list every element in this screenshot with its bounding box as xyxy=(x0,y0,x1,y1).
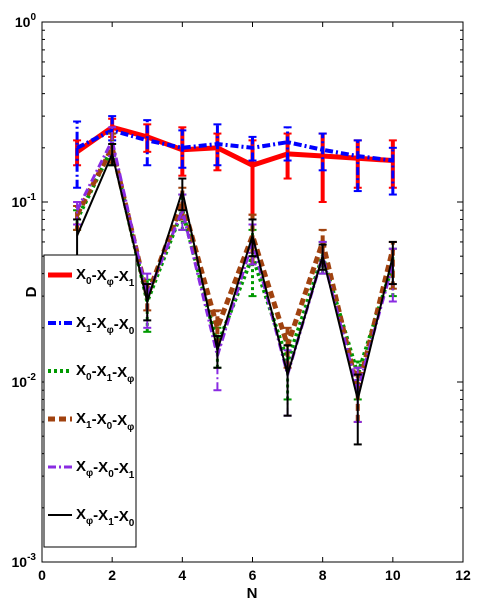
legend: X0-Xφ-X1X1-Xφ-X0X0-X1-XφX1-X0-XφXφ-X0-X1… xyxy=(43,254,137,548)
series-line xyxy=(75,124,393,168)
legend-sub: φ xyxy=(86,516,93,527)
legend-entry: X1-Xφ-X0 xyxy=(76,314,135,337)
y-tick-label: 10-2 xyxy=(12,372,37,390)
x-tick-label: 8 xyxy=(319,567,327,583)
legend-dash: - xyxy=(114,460,119,477)
legend-sub: φ xyxy=(107,277,114,288)
legend-sub: 0 xyxy=(108,469,114,480)
y-tick-label: 10-1 xyxy=(12,192,37,210)
legend-dash: - xyxy=(92,363,97,380)
y-tick-exp: -2 xyxy=(27,372,36,383)
legend-dash: - xyxy=(93,459,98,476)
legend-base: X xyxy=(76,362,86,379)
legend-dash: - xyxy=(92,315,97,332)
legend-base: X xyxy=(117,364,127,381)
series-line xyxy=(75,138,395,392)
legend-sub: 1 xyxy=(129,470,135,481)
legend-dash: - xyxy=(114,268,119,285)
legend-base: X xyxy=(76,266,86,283)
legend-sub: 0 xyxy=(129,326,135,337)
y-axis-label: D xyxy=(23,286,40,297)
series-layer xyxy=(73,115,397,446)
x-tick-label: 12 xyxy=(455,567,471,583)
x-tick-label: 10 xyxy=(385,567,401,583)
y-tick-base: 10 xyxy=(12,374,28,390)
x-tick-label: 0 xyxy=(38,567,46,583)
legend-sub: 1 xyxy=(129,278,135,289)
legend-sub: 1 xyxy=(86,420,92,431)
y-tick-base: 10 xyxy=(12,554,28,570)
legend-base: X xyxy=(98,459,108,476)
legend-dash: - xyxy=(93,507,98,524)
y-tick-exp: -3 xyxy=(27,552,36,563)
legend-base: X xyxy=(97,411,107,428)
legend-base: X xyxy=(76,506,86,523)
legend-sub: 0 xyxy=(107,421,113,432)
y-tick-label: 10-3 xyxy=(12,552,37,570)
legend-base: X xyxy=(98,507,108,524)
legend-sub: φ xyxy=(127,374,134,385)
legend-dash: - xyxy=(92,411,97,428)
legend-sub: φ xyxy=(127,422,134,433)
legend-box xyxy=(43,254,137,548)
legend-base: X xyxy=(119,268,129,285)
legend-sub: 1 xyxy=(86,324,92,335)
legend-base: X xyxy=(119,316,129,333)
series-line xyxy=(74,145,396,393)
x-tick-label: 6 xyxy=(249,567,257,583)
legend-dash: - xyxy=(112,364,117,381)
legend-sub: 0 xyxy=(86,276,92,287)
series-line xyxy=(76,152,394,401)
legend-base: X xyxy=(119,508,129,525)
legend-base: X xyxy=(119,460,129,477)
legend-base: X xyxy=(76,314,86,331)
legend-entry: X0-X1-Xφ xyxy=(76,362,134,385)
legend-sub: 0 xyxy=(129,518,135,529)
y-tick-base: 10 xyxy=(12,194,28,210)
legend-dash: - xyxy=(92,267,97,284)
legend-base: X xyxy=(117,412,127,429)
x-axis-label: N xyxy=(247,585,258,602)
legend-base: X xyxy=(97,315,107,332)
x-tick-label: 2 xyxy=(108,567,116,583)
y-tick-base: 10 xyxy=(15,14,31,30)
y-tick-label: 100 xyxy=(15,12,37,30)
x-tick-label: 4 xyxy=(178,567,186,583)
legend-base: X xyxy=(76,458,86,475)
legend-base: X xyxy=(97,363,107,380)
series-1 xyxy=(73,115,397,196)
legend-sub: 0 xyxy=(86,372,92,383)
legend-sub: 1 xyxy=(107,373,113,384)
legend-dash: - xyxy=(112,412,117,429)
legend-entry: Xφ-X1-X0 xyxy=(76,506,135,529)
y-tick-exp: -1 xyxy=(27,192,36,203)
legend-sub: 1 xyxy=(108,517,114,528)
legend-base: X xyxy=(97,267,107,284)
series-line xyxy=(76,128,394,163)
legend-entry: X0-Xφ-X1 xyxy=(76,266,135,289)
legend-sub: φ xyxy=(86,468,93,479)
legend-entry: X1-X0-Xφ xyxy=(76,410,134,433)
legend-entry: Xφ-X0-X1 xyxy=(76,458,135,481)
legend-dash: - xyxy=(114,508,119,525)
legend-sub: φ xyxy=(107,325,114,336)
legend-base: X xyxy=(76,410,86,427)
y-tick-exp: 0 xyxy=(30,12,36,23)
series-5 xyxy=(73,143,397,446)
legend-dash: - xyxy=(114,316,119,333)
